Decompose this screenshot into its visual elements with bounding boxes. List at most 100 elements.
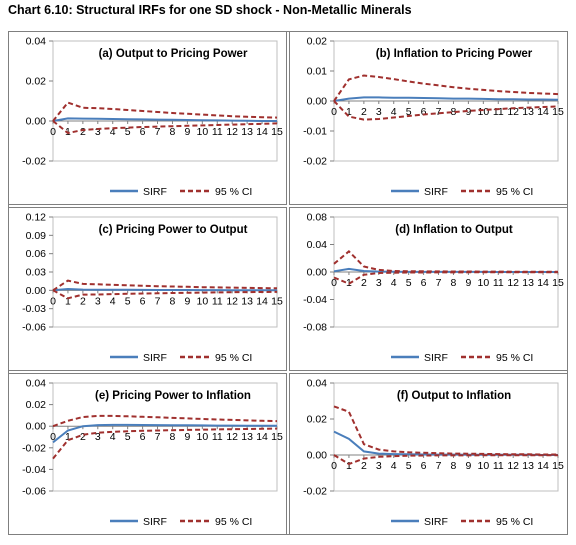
x-tick-label: 1 [346, 106, 352, 118]
x-tick-label: 3 [95, 295, 101, 307]
sirf-line [52, 423, 278, 444]
ci-upper-line [333, 405, 558, 456]
panel-title: (d) Inflation to Output [395, 224, 513, 236]
x-tick-label: 5 [125, 126, 131, 138]
panel-border [289, 207, 568, 371]
x-tick-label: 8 [451, 106, 457, 118]
y-tick-label: 0.04 [307, 239, 328, 251]
x-tick-label: 11 [212, 126, 223, 138]
x-tick-label: 5 [406, 460, 412, 472]
x-tick-label: 0 [331, 277, 337, 289]
x-tick-label: 10 [477, 277, 489, 289]
x-tick-label: 4 [391, 106, 397, 118]
sirf-line [333, 96, 559, 102]
x-tick-label: 14 [537, 106, 549, 118]
chart-panel-a: 0.04 0.02 0.00 -0.02 0 1 2 3 4 5 6 7 8 9 10 11 12 13 14 15(… [8, 31, 287, 205]
y-tick-label: 0.04 [26, 378, 47, 390]
x-tick-label: 13 [241, 295, 253, 307]
x-tick-label: 1 [65, 295, 71, 307]
x-tick-label: 7 [436, 460, 442, 472]
x-tick-label: 15 [552, 277, 564, 289]
x-tick-label: 15 [271, 295, 283, 307]
x-tick-label: 4 [110, 126, 116, 138]
y-tick-label: 0.04 [26, 36, 47, 48]
x-tick-label: 13 [241, 431, 253, 443]
panel-border [8, 207, 287, 371]
x-tick-label: 1 [65, 431, 71, 443]
x-tick-label: 4 [110, 295, 116, 307]
legend-label-ci: 95 % CI [496, 516, 533, 528]
chart-svg: 0.080.040.00-0.04-0.080 1 2 3 4 5 6 7 8 9 10 11 12 13… [289, 207, 568, 371]
y-tick-label: -0.02 [22, 156, 46, 168]
panel-title: (c) Pricing Power to Output [99, 224, 248, 236]
x-tick-label: 5 [125, 295, 131, 307]
x-tick-label: 0 [50, 431, 56, 443]
ci-lower-line [333, 100, 559, 121]
y-tick-label: 0.02 [26, 399, 47, 411]
y-tick-label: 0.03 [26, 267, 47, 279]
x-tick-label: 8 [170, 295, 176, 307]
x-tick-label: 13 [522, 277, 534, 289]
x-tick-label: 5 [125, 431, 131, 443]
chart-svg: 0.120.090.060.030.00-0.03-0.060 1 2 3 4 5 6 7 8 9… [8, 207, 287, 371]
x-tick-label: 10 [196, 126, 208, 138]
x-tick-label: 14 [256, 295, 268, 307]
chart-panel-f: 0.04 0.02 0.00 -0.02 0 1 2 3 4 5 6 7 8 9 10 11 12 13 14 15(… [289, 373, 568, 535]
y-tick-label: 0.00 [307, 267, 328, 279]
panel-border [8, 31, 287, 205]
ci-upper-line [52, 414, 278, 428]
x-tick-label: 13 [241, 126, 253, 138]
y-tick-label: 0.00 [26, 285, 47, 297]
x-tick-label: 10 [477, 106, 489, 118]
y-tick-label: -0.01 [303, 126, 327, 138]
chart-panel-b: 0.02 0.01 0.00 -0.01 -0.02 0 1 2 3 4 5 6 7 8 9 10 11 12 13… [289, 31, 568, 205]
sirf-line [52, 117, 277, 122]
chart-panel-c: 0.12 0.09 0.06 0.03 0.00 -0.03 -0.06 0 1 2 3 4 5 6 7 8 9… [8, 207, 287, 371]
plot-area [52, 40, 278, 162]
y-tick-label: -0.03 [22, 303, 46, 315]
x-tick-label: 12 [507, 460, 519, 472]
plot-area [52, 382, 278, 492]
x-tick-label: 2 [361, 106, 367, 118]
x-tick-label: 10 [196, 431, 208, 443]
x-tick-label: 15 [271, 431, 283, 443]
x-tick-label: 6 [421, 277, 427, 289]
y-tick-label: 0.02 [26, 76, 47, 88]
ci-upper-line [52, 279, 278, 292]
y-tick-label: 0.00 [26, 116, 47, 128]
panel-border [289, 31, 568, 205]
x-tick-label: 5 [406, 277, 412, 289]
y-tick-label: -0.02 [303, 486, 327, 498]
x-tick-label: 12 [226, 295, 238, 307]
panel-title: (e) Pricing Power to Inflation [95, 390, 251, 402]
y-tick-label: 0.08 [307, 212, 328, 224]
x-tick-label: 6 [140, 431, 146, 443]
y-tick-label: 0.04 [307, 378, 328, 390]
x-tick-label: 13 [522, 460, 534, 472]
x-tick-label: 5 [406, 106, 412, 118]
ci-lower-line [52, 427, 278, 460]
y-tick-label: 0.00 [307, 96, 328, 108]
x-tick-label: 7 [436, 277, 442, 289]
x-tick-label: 8 [451, 460, 457, 472]
x-tick-label: 15 [552, 106, 564, 118]
x-tick-label: 12 [226, 431, 238, 443]
x-tick-label: 8 [170, 126, 176, 138]
x-tick-label: 7 [155, 295, 161, 307]
x-tick-label: 11 [212, 295, 223, 307]
x-tick-label: 4 [110, 431, 116, 443]
x-tick-label: 10 [196, 295, 208, 307]
y-tick-label: -0.02 [22, 442, 46, 454]
x-tick-label: 3 [376, 106, 382, 118]
x-tick-label: 4 [391, 460, 397, 472]
panel-title: (a) Output to Pricing Power [99, 48, 248, 60]
y-tick-label: -0.04 [303, 294, 327, 306]
legend-label-sirf: SIRF [424, 516, 448, 528]
y-tick-label: 0.06 [26, 248, 47, 260]
x-tick-label: 9 [184, 431, 190, 443]
x-tick-label: 0 [331, 106, 337, 118]
x-tick-label: 12 [507, 277, 519, 289]
y-tick-label: 0.02 [307, 414, 328, 426]
ci-lower-line [52, 289, 278, 300]
x-tick-label: 11 [493, 277, 504, 289]
